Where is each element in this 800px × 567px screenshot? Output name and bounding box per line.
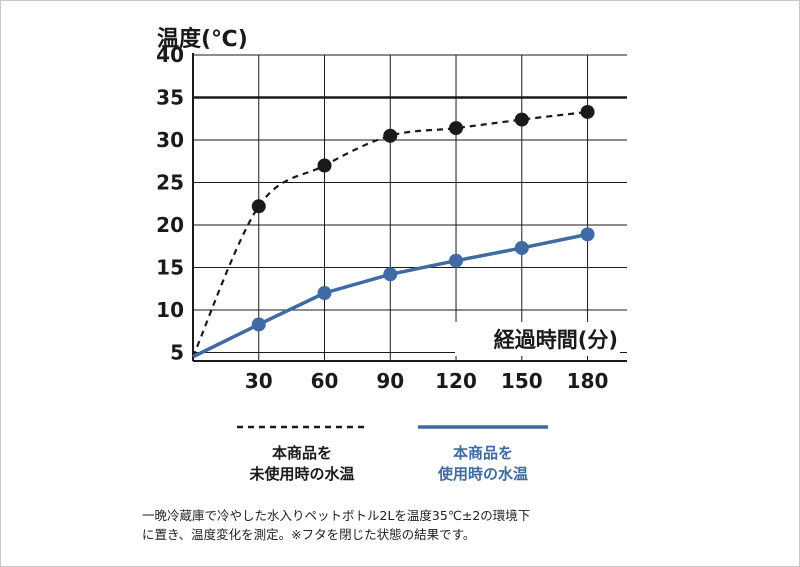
- data-point-used-30: [251, 317, 266, 332]
- x-tick-label-30: 30: [245, 369, 273, 393]
- y-tick-label-40: 40: [156, 43, 184, 67]
- x-tick-label-60: 60: [311, 369, 339, 393]
- data-point-used-60: [317, 286, 332, 300]
- data-point-unused-150: [514, 112, 529, 127]
- tick-labels: 5 10 15 20 25 30 35 40 30 60 90 120 150 180: [156, 43, 608, 393]
- y-tick-label-5: 5: [170, 341, 184, 365]
- y-tick-label-20: 20: [156, 213, 184, 237]
- x-tick-label-120: 120: [435, 369, 477, 393]
- data-point-unused-90: [383, 128, 398, 143]
- data-point-unused-180: [580, 104, 595, 119]
- y-tick-label-15: 15: [156, 256, 184, 280]
- legend-label-used-line2: 使用時の水温: [437, 465, 528, 483]
- data-point-used-150: [514, 240, 529, 255]
- legend-label-used-line1: 本商品を: [452, 444, 513, 462]
- data-point-used-90: [383, 267, 398, 282]
- data-point-unused-30: [251, 199, 266, 214]
- footnote: 一晩冷蔵庫で冷やした水入りペットボトル2Lを温度35℃±2の環境下 に置き、温度…: [142, 506, 662, 544]
- x-tick-label-90: 90: [376, 369, 404, 393]
- y-axis-label: 温度(℃): [157, 26, 248, 52]
- y-tick-label-25: 25: [156, 171, 184, 195]
- x-tick-label-180: 180: [567, 369, 609, 393]
- footnote-line2: に置き、温度変化を測定。※フタを閉じた状態の結果です。: [142, 527, 476, 542]
- y-tick-label-35: 35: [156, 86, 184, 110]
- x-axis-label: 経過時間(分): [494, 328, 618, 352]
- x-tick-label-150: 150: [501, 369, 543, 393]
- y-tick-label-30: 30: [156, 128, 184, 152]
- x-axis-label-background: [455, 322, 620, 356]
- legend-label-unused-line1: 本商品を: [271, 444, 332, 462]
- axes: [192, 53, 627, 362]
- data-point-used-180: [580, 227, 595, 242]
- legend-label-unused-line2: 未使用時の水温: [249, 465, 355, 483]
- legend-label-used: 本商品を 使用時の水温: [403, 443, 563, 485]
- data-point-unused-120: [449, 121, 464, 136]
- footnote-line1: 一晩冷蔵庫で冷やした水入りペットボトル2Lを温度35℃±2の環境下: [142, 508, 531, 523]
- legend-label-unused: 本商品を 未使用時の水温: [222, 443, 382, 485]
- data-point-unused-60: [317, 158, 332, 173]
- data-point-used-120: [449, 253, 464, 268]
- y-tick-label-10: 10: [156, 298, 184, 322]
- data-series: [191, 104, 595, 359]
